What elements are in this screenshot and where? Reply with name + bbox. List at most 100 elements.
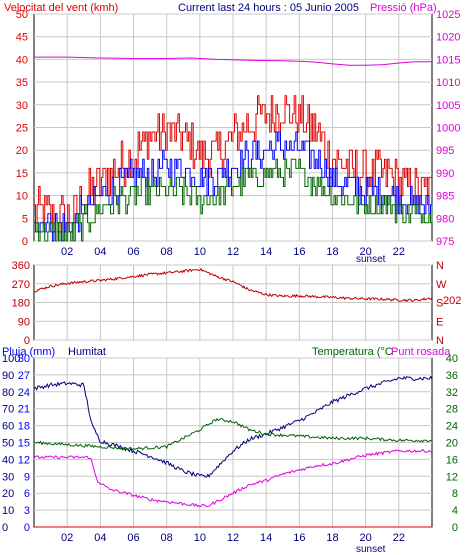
direction-y-tick: 90 xyxy=(18,316,30,328)
humidity-y-tick: 20 xyxy=(2,488,14,500)
humidity-y-tick: 30 xyxy=(2,471,14,483)
temperature-y-tick: 32 xyxy=(446,387,458,399)
temperature-y-tick: 24 xyxy=(446,421,458,433)
pressure-y-tick: 1020 xyxy=(436,32,460,44)
temperature-y-tick: 16 xyxy=(446,454,458,466)
humidity-x-tick: 06 xyxy=(127,532,139,544)
temperature-line xyxy=(33,417,433,451)
rain-y-tick: 21 xyxy=(18,404,30,416)
temperature-axis-title: Temperatura (°C xyxy=(312,346,393,358)
rain-y-tick: 18 xyxy=(18,421,30,433)
wind-y-tick: 5 xyxy=(22,213,28,225)
humidity-x-tick: 20 xyxy=(360,532,372,544)
pressure-y-tick: 995 xyxy=(436,145,454,157)
dewpoint-axis-title: Punt rosada xyxy=(391,346,451,358)
humidity-y-tick: 10 xyxy=(2,505,14,517)
temperature-y-tick: 4 xyxy=(452,505,458,517)
wind-y-tick: 50 xyxy=(16,9,28,21)
rain-y-tick: 12 xyxy=(18,454,30,466)
humidity-y-tick: 70 xyxy=(2,404,14,416)
rain-y-tick: 3 xyxy=(24,505,30,517)
direction-compass-label: S xyxy=(436,298,443,310)
wind-series-line xyxy=(34,131,433,242)
humidity-x-tick: 14 xyxy=(260,532,272,544)
humidity-x-tick: 12 xyxy=(227,532,239,544)
humidity-x-tick: 10 xyxy=(194,532,206,544)
wind-direction-current: 202 xyxy=(443,295,461,307)
wind-x-tick: 04 xyxy=(94,246,106,258)
humidity-y-tick: 40 xyxy=(2,454,14,466)
wind-x-tick: 14 xyxy=(260,246,272,258)
temperature-y-tick: 40 xyxy=(446,353,458,365)
direction-compass-label: W xyxy=(436,279,447,291)
pressure-y-tick: 1005 xyxy=(436,100,460,112)
temperature-y-tick: 28 xyxy=(446,404,458,416)
wind-y-tick: 10 xyxy=(16,191,28,203)
humidity-line xyxy=(33,375,433,478)
humidity-x-tick: 04 xyxy=(94,532,106,544)
humidity-y-tick: 60 xyxy=(2,421,14,433)
rain-y-tick: 15 xyxy=(18,438,30,450)
rain-y-tick: 24 xyxy=(18,387,30,399)
wind-axis-title: Velocitat del vent (kmh) xyxy=(4,2,118,14)
humidity-y-tick: 100 xyxy=(2,353,20,365)
pressure-y-tick: 1000 xyxy=(436,123,460,135)
pressure-line xyxy=(34,56,432,66)
wind-x-tick: 10 xyxy=(194,246,206,258)
pressure-axis-title: Pressió (hPa) xyxy=(370,2,437,14)
pressure-y-tick: 980 xyxy=(436,213,454,225)
direction-y-tick: 0 xyxy=(24,335,30,347)
temperature-y-tick: 12 xyxy=(446,471,458,483)
wind-y-tick: 0 xyxy=(22,236,28,248)
pressure-y-tick: 985 xyxy=(436,191,454,203)
direction-y-tick: 360 xyxy=(12,260,30,272)
direction-compass-label: N xyxy=(436,335,444,347)
humidity-x-tick: 18 xyxy=(326,532,338,544)
temperature-y-tick: 36 xyxy=(446,370,458,382)
direction-y-tick: 180 xyxy=(12,298,30,310)
wind-x-tick: 02 xyxy=(61,246,73,258)
temperature-y-tick: 8 xyxy=(452,488,458,500)
pressure-y-tick: 990 xyxy=(436,168,454,180)
humidity-x-tick: 16 xyxy=(293,532,305,544)
wind-y-tick: 25 xyxy=(16,123,28,135)
rain-axis-title: Pluja (mm) xyxy=(2,346,55,358)
wind-x-tick: 20 xyxy=(360,246,372,258)
temperature-y-tick: 20 xyxy=(446,438,458,450)
wind-direction-line xyxy=(33,267,433,303)
rain-y-tick: 6 xyxy=(24,488,30,500)
wind-x-tick: 12 xyxy=(227,246,239,258)
humidity-y-tick: 50 xyxy=(2,438,14,450)
dewpoint-line xyxy=(33,448,433,508)
rain-y-tick: 0 xyxy=(24,522,30,534)
wind-series-line xyxy=(34,158,433,242)
humidity-y-tick: 0 xyxy=(2,522,8,534)
humidity-y-tick: 80 xyxy=(2,387,14,399)
wind-x-tick: 06 xyxy=(127,246,139,258)
direction-compass-label: E xyxy=(436,316,443,328)
wind-y-tick: 15 xyxy=(16,168,28,180)
wind-y-tick: 40 xyxy=(16,54,28,66)
humidity-x-tick: 22 xyxy=(393,532,405,544)
pressure-y-tick: 1015 xyxy=(436,54,460,66)
sunset-label-top: sunset xyxy=(356,254,386,265)
humidity-y-tick: 90 xyxy=(2,370,14,382)
wind-y-tick: 20 xyxy=(16,145,28,157)
wind-y-tick: 35 xyxy=(16,77,28,89)
pressure-y-tick: 1025 xyxy=(436,9,460,21)
humidity-axis-title: Humitat xyxy=(68,346,106,358)
humidity-x-tick: 08 xyxy=(161,532,173,544)
rain-y-tick: 9 xyxy=(24,471,30,483)
direction-compass-label: N xyxy=(436,260,444,272)
wind-y-tick: 45 xyxy=(16,32,28,44)
wind-x-tick: 08 xyxy=(161,246,173,258)
temperature-y-tick: 0 xyxy=(452,522,458,534)
sunset-label-bottom: sunset xyxy=(356,544,386,555)
wind-y-tick: 30 xyxy=(16,100,28,112)
wind-x-tick: 16 xyxy=(293,246,305,258)
rain-y-tick: 30 xyxy=(18,353,30,365)
rain-y-tick: 27 xyxy=(18,370,30,382)
chart-title: Current last 24 hours : 05 Junio 2005 xyxy=(178,2,359,14)
